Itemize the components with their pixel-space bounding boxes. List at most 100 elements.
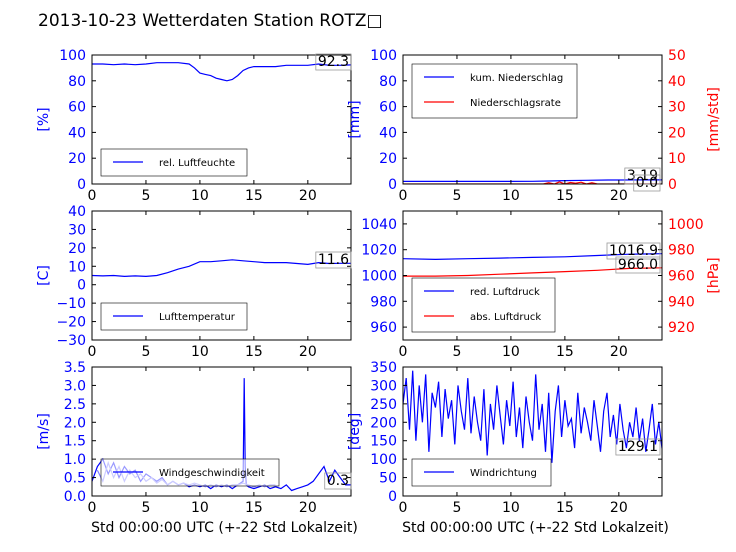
y-tick-label: 2.5 — [64, 397, 86, 413]
series-line-pressure-0 — [403, 253, 662, 261]
series-line-pressure-1 — [403, 267, 662, 277]
plot-frame — [91, 210, 352, 341]
y-axis-label: [m/s] — [36, 413, 52, 450]
y-axis-label: [%] — [36, 107, 52, 131]
value-annotation: 0.0 — [636, 175, 658, 191]
y-tick-label: −10 — [56, 296, 86, 312]
y-tick-label: 40 — [68, 204, 86, 220]
annotation-box — [615, 256, 661, 274]
chart-windspeed: 0 5 10 15 20 0.0 0.5 1.0 1.5 2.0 2.5 3.0 3.5 [m/s] Std… — [36, 360, 358, 536]
x-tick-label: 15 — [556, 344, 574, 360]
y-tick-label: 980 — [370, 294, 397, 310]
x-axis-label: Std 00:00:00 UTC (+-22 Std Lokalzeit) — [91, 520, 358, 536]
annotation-box — [633, 174, 661, 192]
y-tick-label: 1040 — [361, 217, 397, 233]
legend: rel. Luftfeuchte — [100, 148, 248, 177]
x-tick-label: 10 — [191, 344, 209, 360]
y-tick-label: 350 — [370, 360, 397, 376]
annotation-box — [324, 472, 352, 490]
y-tick-label: 1.5 — [64, 434, 86, 450]
x-tick-label: 0 — [88, 500, 97, 516]
legend-entry: Windgeschwindigkeit — [159, 468, 265, 479]
y-tick-label: 0 — [388, 177, 397, 193]
value-annotation: 92.3 — [318, 54, 349, 70]
y2-tick-label: 1000 — [668, 217, 704, 233]
annotation-box — [315, 53, 352, 71]
x-tick-label: 10 — [191, 188, 209, 204]
x-tick-label: 5 — [141, 344, 150, 360]
x-tick-label: 0 — [88, 344, 97, 360]
y2-tick-label: 50 — [668, 48, 686, 64]
y-tick-label: 40 — [379, 125, 397, 141]
x-tick-label: 20 — [610, 188, 628, 204]
y-tick-label: 3.5 — [64, 360, 86, 376]
y2-tick-label: 30 — [668, 100, 686, 116]
y-tick-label: 10 — [68, 259, 86, 275]
legend-box — [411, 277, 556, 333]
y-tick-label: 0.0 — [64, 489, 86, 505]
legend-entry: rel. Luftfeuchte — [159, 158, 235, 169]
y-tick-label: 0 — [77, 278, 86, 294]
legend-entry: kum. Niederschlag — [470, 73, 563, 84]
y-tick-label: 80 — [379, 74, 397, 90]
y-tick-label: 100 — [370, 452, 397, 468]
y2-tick-label: 960 — [668, 269, 695, 285]
y-tick-label: 960 — [370, 320, 397, 336]
value-annotation: 0.3 — [327, 473, 349, 489]
y2-tick-label: 40 — [668, 74, 686, 90]
annotation-box — [606, 242, 661, 260]
y2-tick-label: 980 — [668, 243, 695, 259]
x-tick-label: 20 — [610, 344, 628, 360]
legend: Windgeschwindigkeit — [100, 458, 280, 487]
x-tick-label: 15 — [245, 188, 263, 204]
series-line-winddir-0 — [403, 370, 662, 463]
y-tick-label: 2.0 — [64, 415, 86, 431]
series-line-humidity-0 — [92, 62, 351, 82]
y-tick-label: 1000 — [361, 269, 397, 285]
y-tick-label: 0 — [388, 489, 397, 505]
legend: red. Luftdruck abs. Luftdruck — [411, 277, 556, 333]
y2-axis-label: [hPa] — [706, 257, 722, 293]
y2-tick-label: 940 — [668, 294, 695, 310]
legend-entry: abs. Luftdruck — [470, 312, 541, 323]
x-tick-label: 20 — [299, 188, 317, 204]
legend-entry: red. Luftdruck — [470, 287, 540, 298]
y-tick-label: 40 — [68, 125, 86, 141]
y-tick-label: 30 — [68, 222, 86, 238]
x-tick-label: 5 — [452, 188, 461, 204]
y-tick-label: 150 — [370, 434, 397, 450]
y2-tick-label: 10 — [668, 151, 686, 167]
x-tick-label: 5 — [141, 500, 150, 516]
x-tick-label: 5 — [452, 344, 461, 360]
x-tick-label: 15 — [245, 500, 263, 516]
x-tick-label: 0 — [399, 344, 408, 360]
series-line-temperature-0 — [92, 259, 351, 278]
legend-entry: Windrichtung — [470, 468, 537, 479]
x-tick-label: 10 — [191, 500, 209, 516]
legend: kum. Niederschlag Niederschlagsrate — [411, 63, 578, 119]
y-tick-label: 60 — [379, 100, 397, 116]
plot-frame — [402, 366, 663, 497]
x-tick-label: 5 — [141, 188, 150, 204]
x-tick-label: 5 — [452, 500, 461, 516]
y-tick-label: 0 — [77, 177, 86, 193]
x-tick-label: 0 — [399, 500, 408, 516]
x-tick-label: 20 — [299, 344, 317, 360]
y-tick-label: 200 — [370, 415, 397, 431]
x-tick-label: 15 — [556, 188, 574, 204]
x-tick-label: 20 — [610, 500, 628, 516]
plot-frame — [91, 366, 352, 497]
legend: Windrichtung — [411, 458, 552, 487]
y-tick-label: 1.0 — [64, 452, 86, 468]
legend-box — [411, 63, 578, 119]
x-tick-label: 10 — [502, 188, 520, 204]
y-tick-label: 3.0 — [64, 378, 86, 394]
y-tick-label: 100 — [370, 48, 397, 64]
legend-entry: Lufttemperatur — [159, 312, 236, 323]
x-tick-label: 0 — [399, 188, 408, 204]
x-tick-label: 10 — [502, 344, 520, 360]
y-axis-label: [deg] — [347, 413, 363, 450]
plot-frame — [91, 54, 352, 185]
